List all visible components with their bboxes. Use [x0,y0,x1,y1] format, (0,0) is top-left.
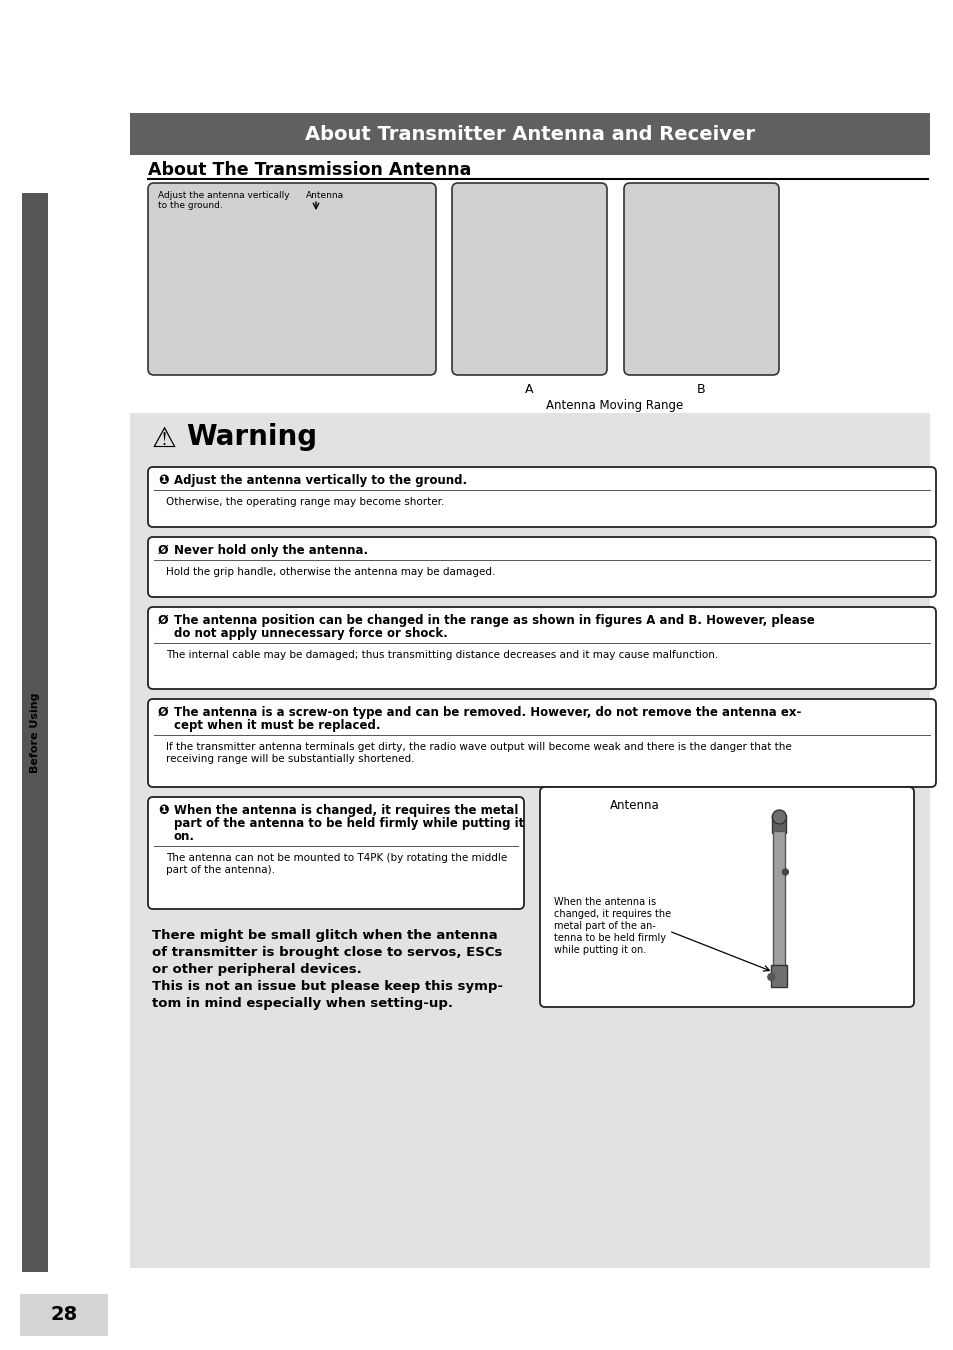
FancyBboxPatch shape [623,184,779,375]
Text: ⚠: ⚠ [152,425,176,454]
Text: Adjust the antenna vertically: Adjust the antenna vertically [158,190,290,200]
FancyBboxPatch shape [148,467,935,526]
FancyBboxPatch shape [148,608,935,688]
FancyBboxPatch shape [452,184,606,375]
Text: Never hold only the antenna.: Never hold only the antenna. [173,544,368,558]
Text: B: B [696,383,704,396]
Text: This is not an issue but please keep this symp-: This is not an issue but please keep thi… [152,980,502,994]
FancyBboxPatch shape [539,787,913,1007]
Text: or other peripheral devices.: or other peripheral devices. [152,963,361,976]
Text: The antenna can not be mounted to T4PK (by rotating the middle: The antenna can not be mounted to T4PK (… [166,853,507,863]
Text: When the antenna is: When the antenna is [554,896,656,907]
Text: Antenna: Antenna [306,190,344,200]
Text: while putting it on.: while putting it on. [554,945,645,954]
Text: A: A [524,383,533,396]
Text: Ø: Ø [158,614,169,626]
Text: ❶: ❶ [158,474,169,487]
Text: tom in mind especially when setting-up.: tom in mind especially when setting-up. [152,998,453,1010]
Bar [22,193,48,1272]
Text: About The Transmission Antenna: About The Transmission Antenna [148,161,471,180]
FancyBboxPatch shape [148,537,935,597]
Circle shape [781,869,787,875]
Text: If the transmitter antenna terminals get dirty, the radio wave output will becom: If the transmitter antenna terminals get… [166,743,791,752]
Text: to the ground.: to the ground. [158,201,222,211]
Text: do not apply unnecessary force or shock.: do not apply unnecessary force or shock. [173,626,447,640]
Text: Before Using: Before Using [30,693,40,772]
Text: Antenna Moving Range: Antenna Moving Range [546,400,683,412]
Text: About Transmitter Antenna and Receiver: About Transmitter Antenna and Receiver [305,124,754,143]
Text: 28: 28 [51,1305,77,1324]
Bar [771,965,786,987]
Text: metal part of the an-: metal part of the an- [554,921,655,931]
Bar [130,113,929,155]
Bar [773,832,784,967]
Text: When the antenna is changed, it requires the metal: When the antenna is changed, it requires… [173,805,517,817]
Text: There might be small glitch when the antenna: There might be small glitch when the ant… [152,929,497,942]
Text: Otherwise, the operating range may become shorter.: Otherwise, the operating range may becom… [166,497,444,508]
Text: Adjust the antenna vertically to the ground.: Adjust the antenna vertically to the gro… [173,474,467,487]
Ellipse shape [772,810,785,824]
Circle shape [767,973,774,980]
Text: of transmitter is brought close to servos, ESCs: of transmitter is brought close to servo… [152,946,502,958]
FancyBboxPatch shape [148,699,935,787]
Text: Hold the grip handle, otherwise the antenna may be damaged.: Hold the grip handle, otherwise the ante… [166,567,495,576]
Text: Ø: Ø [158,706,169,720]
Text: Warning: Warning [186,423,316,451]
Text: changed, it requires the: changed, it requires the [554,909,670,919]
Text: Antenna: Antenna [609,799,659,811]
Text: on.: on. [173,830,194,842]
Text: receiving range will be substantially shortened.: receiving range will be substantially sh… [166,755,414,764]
Text: The antenna is a screw-on type and can be removed. However, do not remove the an: The antenna is a screw-on type and can b… [173,706,801,720]
Text: part of the antenna).: part of the antenna). [166,865,274,875]
Text: Ø: Ø [158,544,169,558]
Bar [772,815,785,833]
FancyBboxPatch shape [148,184,436,375]
Bar [130,413,929,1268]
Text: tenna to be held firmly: tenna to be held firmly [554,933,665,944]
FancyBboxPatch shape [148,796,523,909]
Text: The internal cable may be damaged; thus transmitting distance decreases and it m: The internal cable may be damaged; thus … [166,649,718,660]
Text: cept when it must be replaced.: cept when it must be replaced. [173,720,380,732]
Text: ❶: ❶ [158,805,169,817]
Text: part of the antenna to be held firmly while putting it: part of the antenna to be held firmly wh… [173,817,524,830]
Bar [20,1295,108,1336]
Text: The antenna position can be changed in the range as shown in figures A and B. Ho: The antenna position can be changed in t… [173,614,814,626]
